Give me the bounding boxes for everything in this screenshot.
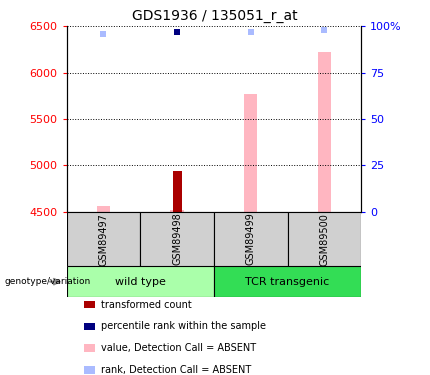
Bar [67, 212, 140, 266]
Text: genotype/variation: genotype/variation [4, 277, 91, 286]
Text: percentile rank within the sample: percentile rank within the sample [101, 321, 266, 331]
Text: GSM89499: GSM89499 [246, 213, 256, 266]
Bar [67, 266, 214, 297]
Text: value, Detection Call = ABSENT: value, Detection Call = ABSENT [101, 343, 256, 353]
Text: GSM89497: GSM89497 [98, 213, 108, 266]
Text: rank, Detection Call = ABSENT: rank, Detection Call = ABSENT [101, 365, 251, 375]
Text: GSM89498: GSM89498 [172, 213, 182, 266]
Bar [97, 206, 110, 212]
Bar [214, 266, 361, 297]
Text: TCR transgenic: TCR transgenic [246, 277, 330, 286]
Bar [318, 52, 331, 212]
Bar [214, 212, 288, 266]
Text: GSM89500: GSM89500 [319, 213, 329, 266]
Text: GDS1936 / 135051_r_at: GDS1936 / 135051_r_at [132, 9, 298, 23]
Bar [244, 94, 258, 212]
Text: wild type: wild type [115, 277, 166, 286]
Text: transformed count: transformed count [101, 300, 192, 309]
Bar [140, 212, 214, 266]
Bar [288, 212, 361, 266]
Bar [170, 210, 184, 212]
Bar [173, 171, 181, 212]
